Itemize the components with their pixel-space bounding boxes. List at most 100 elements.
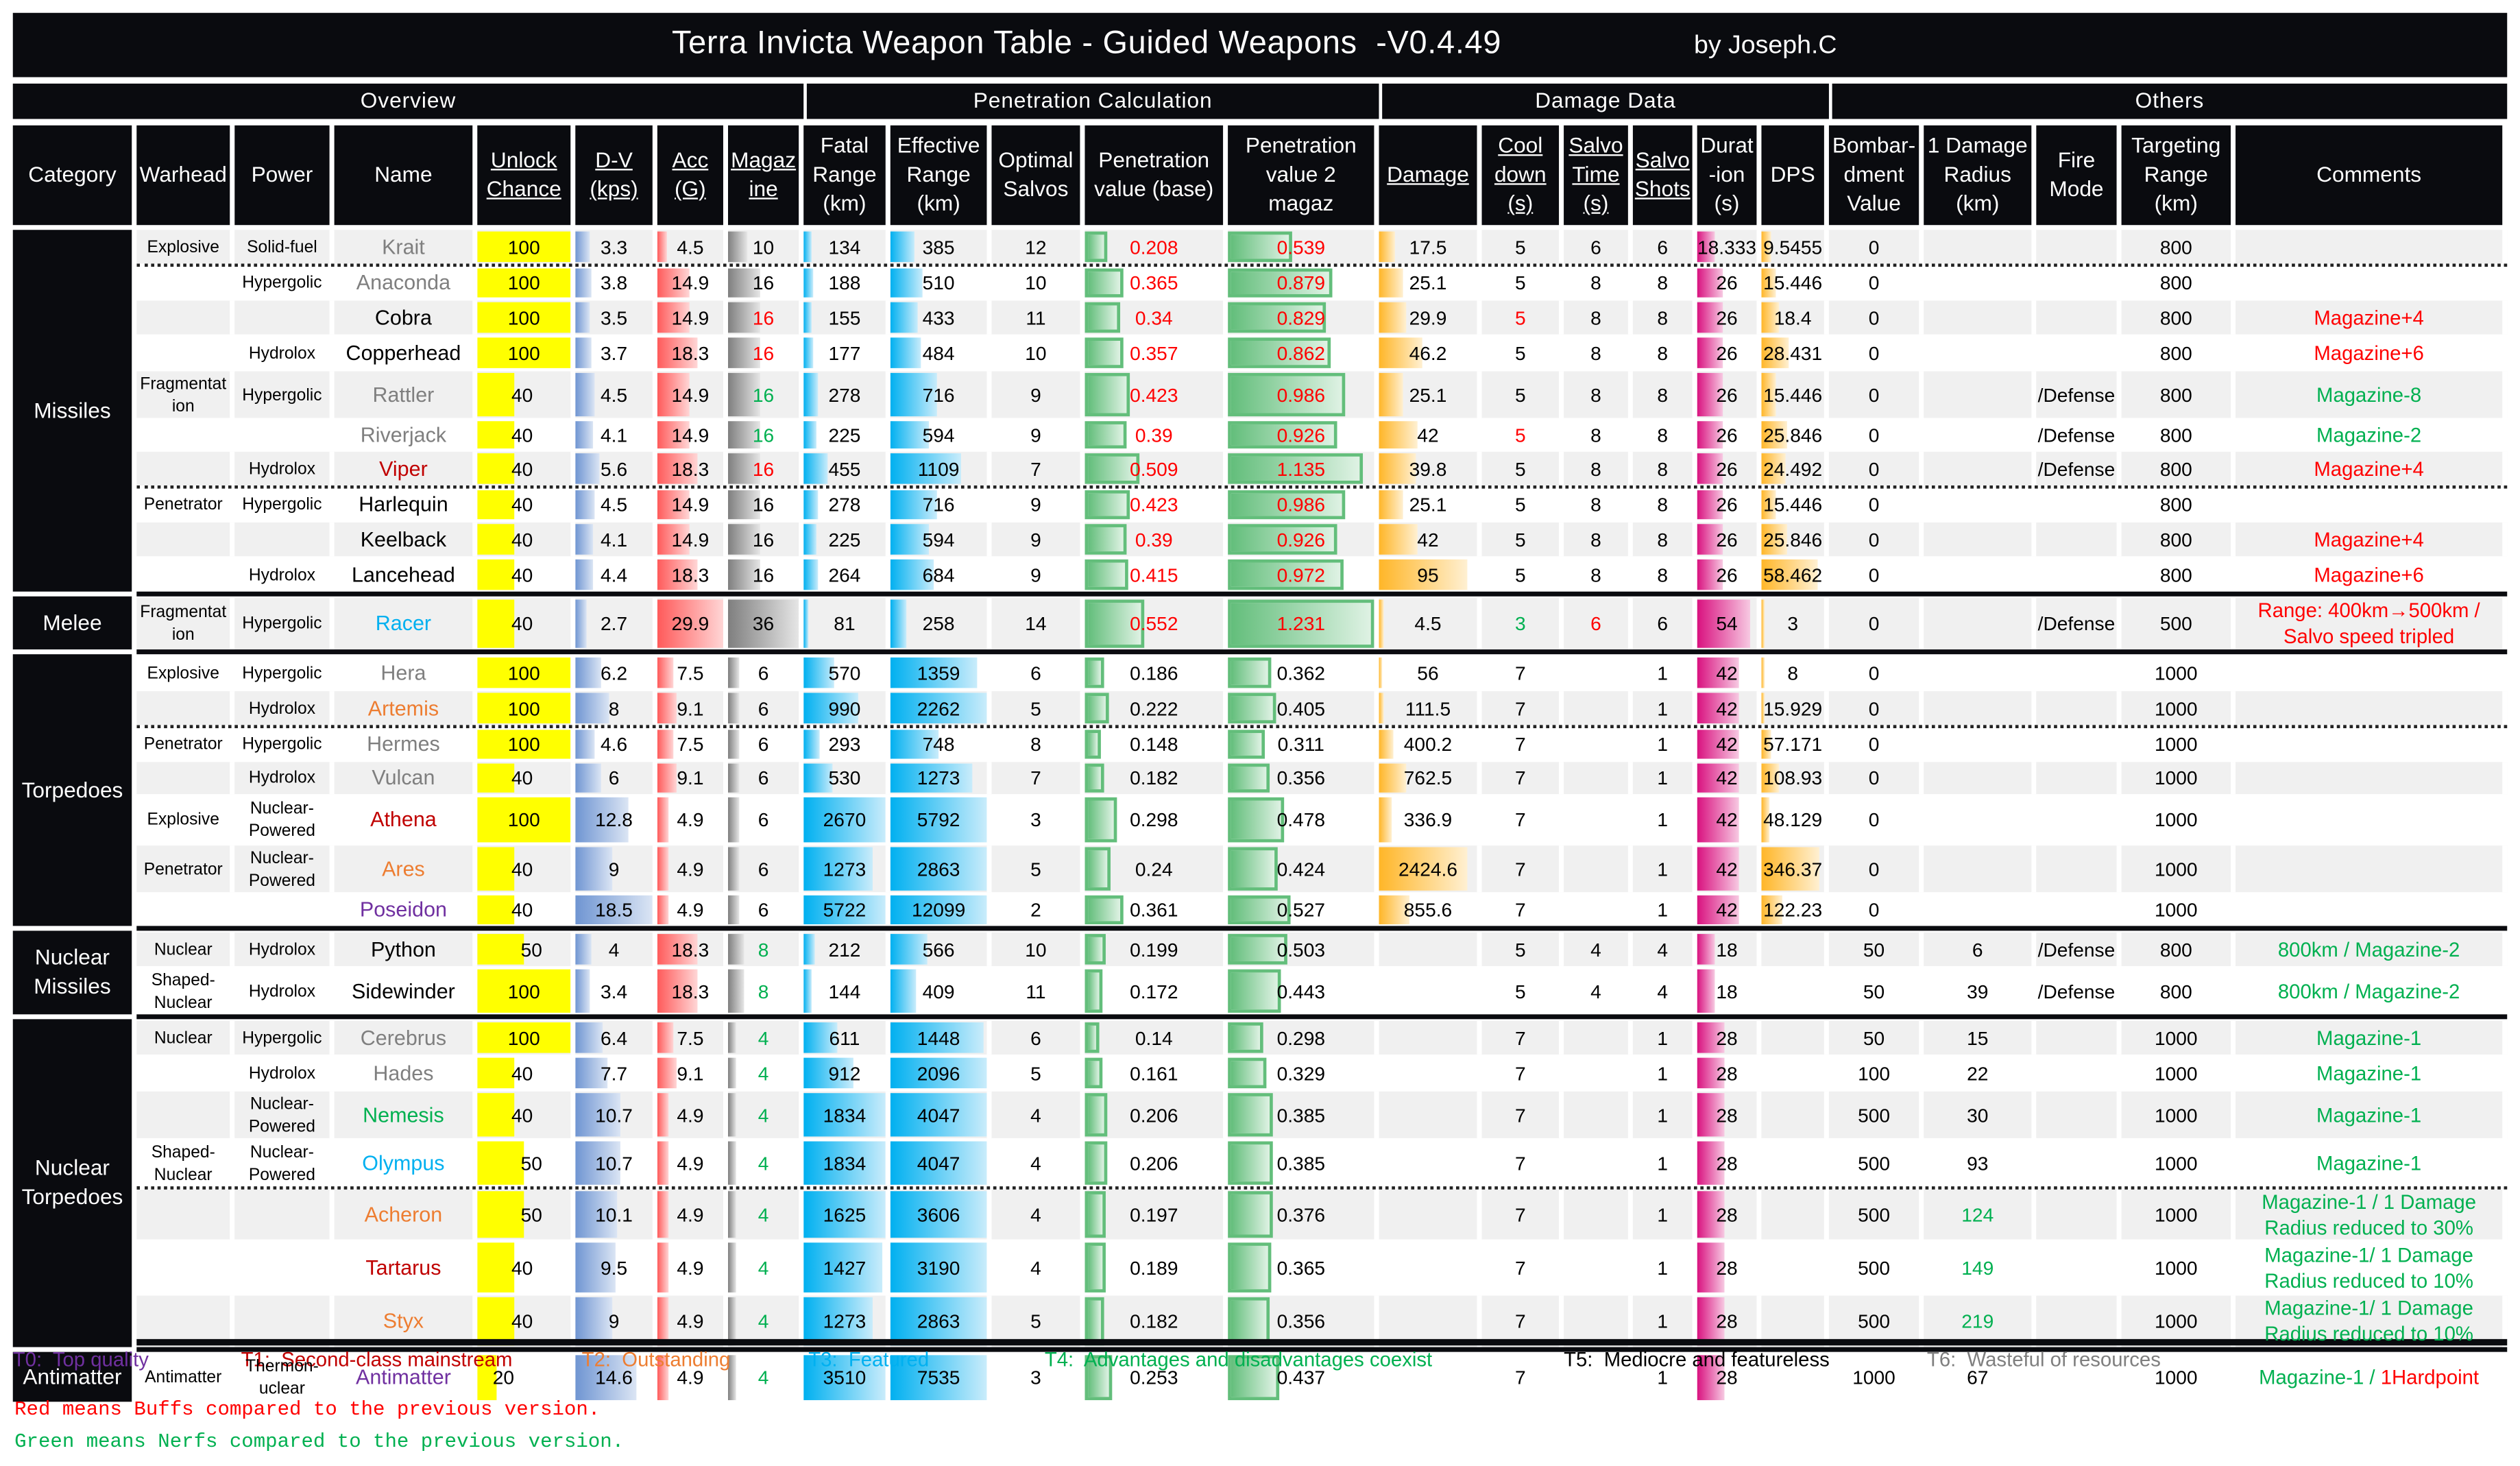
penetration-base-data-bar: [1085, 1141, 1107, 1185]
name-cell[interactable]: Krait: [334, 230, 478, 264]
name-cell[interactable]: Styx: [334, 1295, 478, 1347]
damage-radius-cell: [1924, 230, 2037, 264]
column-header-unlock-chance[interactable]: Unlock Chance: [477, 125, 571, 226]
name-cell[interactable]: Viper: [334, 451, 478, 486]
penetration-base-data-bar: [1085, 1191, 1106, 1238]
comments-cell[interactable]: Magazine+6: [2236, 335, 2508, 370]
name-cell[interactable]: Vulcan: [334, 762, 478, 795]
column-header-fatal-range[interactable]: Fatal Range (km): [803, 125, 886, 226]
comments-cell[interactable]: Magazine-1 / 1Hardpoint: [2236, 1353, 2508, 1402]
name-cell[interactable]: Hera: [334, 656, 478, 690]
comments-cell[interactable]: Magazine+4: [2236, 522, 2508, 557]
name-cell[interactable]: Anaconda: [334, 267, 478, 300]
comments-cell[interactable]: [2236, 230, 2508, 264]
damage-value: 56: [1417, 661, 1439, 684]
name-cell[interactable]: Cobra: [334, 300, 478, 335]
comments-cell[interactable]: Magazine-1: [2236, 1020, 2508, 1055]
name-cell[interactable]: Hermes: [334, 728, 478, 760]
name-cell[interactable]: Ares: [334, 845, 478, 893]
name-cell[interactable]: Cerebrus: [334, 1020, 478, 1055]
column-header-salvo-shots[interactable]: Salvo Shots: [1632, 125, 1693, 226]
name-cell[interactable]: Acheron: [334, 1189, 478, 1240]
column-header-warhead[interactable]: Warhead: [136, 125, 230, 226]
column-header-salvo-time[interactable]: Salvo Time (s): [1564, 125, 1628, 226]
name-cell[interactable]: Rattler: [334, 371, 478, 418]
column-header-acceleration[interactable]: Acc (G): [657, 125, 723, 226]
column-header-bombardment-value[interactable]: Bombar- dment Value: [1828, 125, 1919, 226]
column-header-comments[interactable]: Comments: [2236, 125, 2503, 226]
comments-cell[interactable]: Magazine+4: [2236, 300, 2508, 335]
name-cell[interactable]: Antimatter: [334, 1353, 478, 1402]
comments-cell[interactable]: [2236, 691, 2508, 725]
name-cell[interactable]: Harlequin: [334, 488, 478, 521]
name-cell[interactable]: Tartarus: [334, 1240, 478, 1295]
name-cell[interactable]: Nemesis: [334, 1091, 478, 1138]
magazine-data-bar: [728, 1242, 736, 1293]
comments-cell[interactable]: [2236, 762, 2508, 795]
comments-cell[interactable]: Magazine+6: [2236, 557, 2508, 592]
name-cell[interactable]: Artemis: [334, 691, 478, 725]
sheet-title: Terra Invicta Weapon Table - Guided Weap…: [671, 25, 1502, 62]
comments-cell[interactable]: Range: 400km→500km / Salvo speed tripled: [2236, 598, 2508, 650]
column-header-penetration-magazine[interactable]: Penetration value 2 magaz: [1228, 125, 1374, 226]
column-header-magazine[interactable]: Magaz ine: [728, 125, 799, 226]
name-cell[interactable]: Racer: [334, 598, 478, 650]
column-header-delta-v[interactable]: D-V (kps): [575, 125, 653, 226]
penetration-magazine-value: 0.356: [1276, 767, 1325, 790]
column-header-damage-radius[interactable]: 1 Damage Radius (km): [1924, 125, 2032, 226]
column-header-label: Bombar- dment Value: [1832, 133, 1916, 216]
column-header-fire-mode[interactable]: Fire Mode: [2036, 125, 2117, 226]
column-header-optimal-salvos[interactable]: Optimal Salvos: [991, 125, 1080, 226]
comments-cell[interactable]: Magazine-8: [2236, 371, 2508, 418]
comments-cell[interactable]: Magazine-1 / 1 Damage Radius reduced to …: [2236, 1189, 2508, 1240]
column-header-damage[interactable]: Damage: [1379, 125, 1477, 226]
damage-radius-cell: [1924, 762, 2037, 795]
name-cell[interactable]: Hades: [334, 1056, 478, 1090]
column-header-dps[interactable]: DPS: [1761, 125, 1824, 226]
comments-cell[interactable]: [2236, 656, 2508, 690]
column-header-category[interactable]: Category: [12, 125, 132, 226]
column-header-duration[interactable]: Durat -ion (s): [1697, 125, 1757, 226]
comments-cell[interactable]: [2236, 845, 2508, 893]
column-header-effective-range[interactable]: Effective Range (km): [890, 125, 987, 226]
comments-cell[interactable]: 800km / Magazine-2: [2236, 968, 2508, 1015]
name-cell[interactable]: Athena: [334, 795, 478, 844]
comments-cell[interactable]: Magazine-1/ 1 Damage Radius reduced to 1…: [2236, 1295, 2508, 1347]
comments-cell[interactable]: Magazine-1: [2236, 1140, 2508, 1187]
comments-cell[interactable]: [2236, 893, 2508, 926]
unlock-chance-value: 40: [511, 528, 533, 551]
column-header-penetration-base[interactable]: Penetration value (base): [1085, 125, 1224, 226]
fatal-range-cell: 912: [803, 1056, 891, 1090]
comments-cell[interactable]: Magazine-2: [2236, 419, 2508, 450]
magazine-cell: 16: [728, 488, 804, 521]
comments-cell[interactable]: Magazine-1: [2236, 1056, 2508, 1090]
salvo-time-cell: 8: [1564, 419, 1633, 450]
comments-cell[interactable]: [2236, 795, 2508, 844]
comments-cell[interactable]: 800km / Magazine-2: [2236, 932, 2508, 966]
column-header-name[interactable]: Name: [334, 125, 473, 226]
comments-cell[interactable]: [2236, 488, 2508, 521]
column-header-cooldown[interactable]: Cool down (s): [1481, 125, 1560, 226]
comments-cell[interactable]: Magazine-1: [2236, 1091, 2508, 1138]
salvo-shots-cell: 1: [1632, 728, 1697, 760]
name-cell[interactable]: Python: [334, 932, 478, 966]
name-cell[interactable]: Copperhead: [334, 335, 478, 370]
duration-cell: 18: [1697, 932, 1762, 966]
effective-range-data-bar: [890, 763, 973, 793]
name-cell[interactable]: Riverjack: [334, 419, 478, 450]
column-header-power[interactable]: Power: [234, 125, 330, 226]
column-header-targeting-range[interactable]: Targeting Range (km): [2121, 125, 2231, 226]
acceleration-value: 14.9: [671, 423, 710, 446]
name-cell[interactable]: Lancehead: [334, 557, 478, 592]
comments-cell[interactable]: Magazine+4: [2236, 451, 2508, 486]
comments-cell[interactable]: Magazine-1/ 1 Damage Radius reduced to 1…: [2236, 1240, 2508, 1295]
damage-cell: [1379, 1353, 1482, 1402]
name-cell[interactable]: Olympus: [334, 1140, 478, 1187]
name-cell[interactable]: Keelback: [334, 522, 478, 557]
name-cell[interactable]: Sidewinder: [334, 968, 478, 1015]
name-cell[interactable]: Poseidon: [334, 893, 478, 926]
unlock-chance-value: 40: [511, 767, 533, 790]
warhead-cell: [136, 893, 235, 926]
comments-cell[interactable]: [2236, 267, 2508, 300]
comments-cell[interactable]: [2236, 728, 2508, 760]
